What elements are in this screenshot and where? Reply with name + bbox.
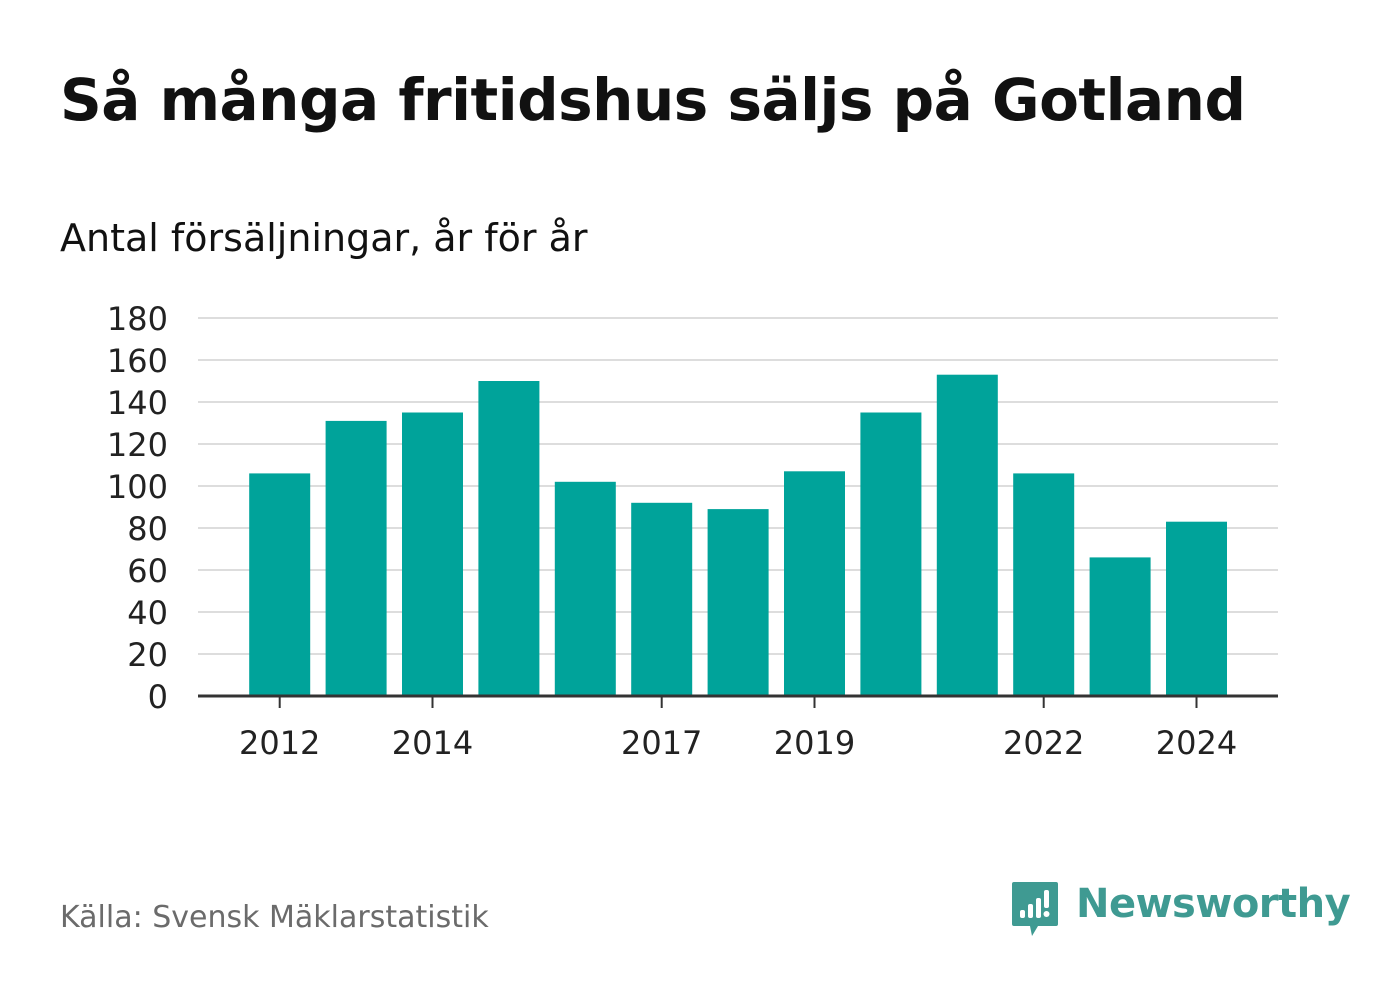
- bar-2022: [1013, 473, 1075, 696]
- y-tick-label: 180: [107, 300, 168, 338]
- x-tick-label-2019: 2019: [774, 724, 855, 762]
- bar-2020: [860, 412, 922, 696]
- y-tick-label: 100: [107, 468, 168, 506]
- bar-2024: [1166, 521, 1227, 696]
- newsworthy-logo-icon: [1012, 882, 1058, 936]
- x-tick-label-2014: 2014: [392, 724, 473, 762]
- y-tick-label: 80: [127, 510, 168, 548]
- bar-2023: [1089, 557, 1151, 696]
- bar-2013: [325, 420, 387, 696]
- y-tick-label: 40: [127, 594, 168, 632]
- x-tick-label-2022: 2022: [1003, 724, 1084, 762]
- bar-2016: [554, 481, 616, 696]
- y-tick-label: 20: [127, 636, 168, 674]
- bars: [249, 374, 1227, 696]
- y-tick-label: 60: [127, 552, 168, 590]
- y-tick-label: 140: [107, 384, 168, 422]
- bar-2017: [631, 502, 693, 696]
- chart-title: Så många fritidshus säljs på Gotland: [60, 66, 1246, 134]
- brand-name: Newsworthy: [1076, 881, 1351, 927]
- brand: Newsworthy: [1010, 880, 1351, 940]
- x-tick-label-2017: 2017: [621, 724, 702, 762]
- tick-labels: 0 20 40 60 80 100 120 140 160 180 2012 2014 2017 2019…: [107, 300, 1237, 762]
- chart-subtitle: Antal försäljningar, år för år: [60, 216, 588, 260]
- bar-2021: [936, 374, 998, 696]
- bar-2015: [478, 381, 540, 696]
- y-tick-label: 120: [107, 426, 168, 464]
- x-tick-label-2024: 2024: [1156, 724, 1237, 762]
- source-note: Källa: Svensk Mäklarstatistik: [60, 900, 489, 935]
- bar-2018: [707, 509, 769, 696]
- bar-2012: [249, 473, 311, 696]
- bar-2019: [784, 471, 845, 696]
- y-tick-label: 160: [107, 342, 168, 380]
- bar-2014: [402, 412, 463, 696]
- axes: [198, 694, 1278, 708]
- y-tick-label: 0: [148, 678, 168, 716]
- x-tick-label-2012: 2012: [239, 724, 320, 762]
